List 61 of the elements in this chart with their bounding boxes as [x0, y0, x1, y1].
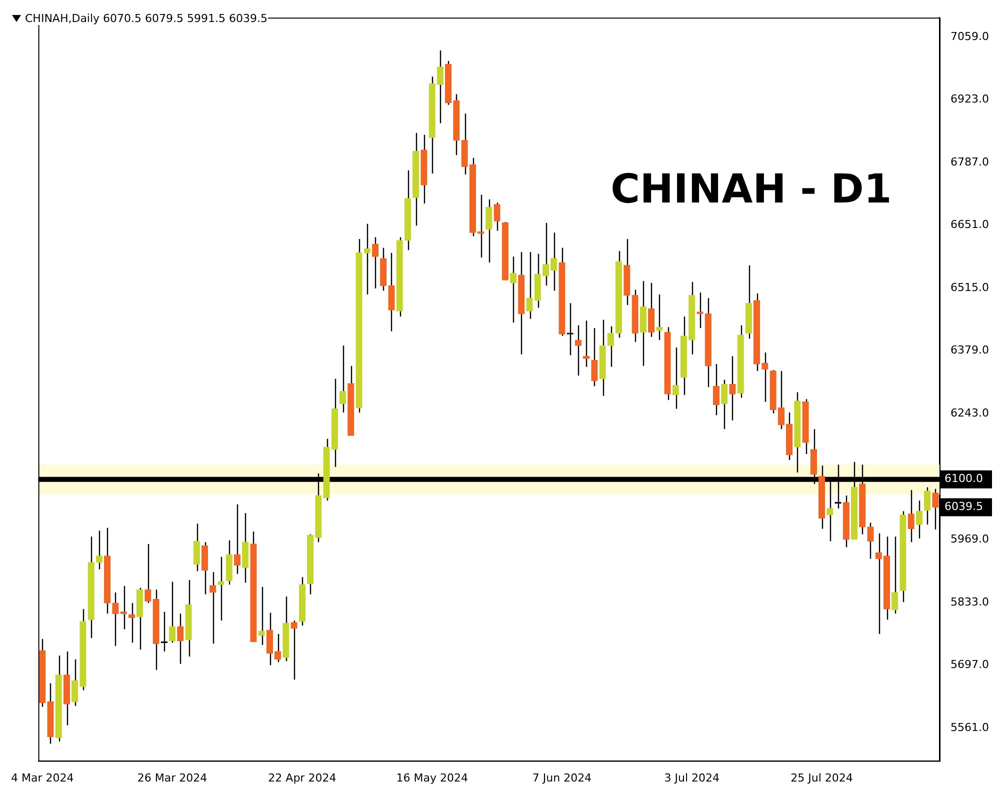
candlestick	[339, 345, 346, 414]
candlestick	[112, 592, 119, 647]
candlestick	[729, 356, 736, 421]
candlestick	[574, 324, 582, 376]
candlestick	[867, 522, 874, 560]
candlestick	[436, 50, 444, 124]
y-tick-label: 5697.0	[950, 658, 990, 672]
y-tick-label: 6243.0	[950, 406, 990, 420]
candlestick	[388, 252, 395, 332]
x-tick-label: 16 May 2024	[396, 771, 468, 784]
x-tick-label: 26 Mar 2024	[137, 771, 208, 784]
candlestick	[168, 581, 176, 644]
candlestick	[672, 346, 679, 410]
y-tick-label: 5969.0	[950, 532, 990, 546]
candlestick	[550, 232, 558, 292]
candlestick	[372, 236, 379, 289]
candlestick	[712, 363, 720, 416]
candlestick	[762, 352, 768, 402]
y-tick-label: 6379.0	[950, 344, 990, 357]
ref-line-label: 6100.0	[944, 472, 984, 486]
candlestick	[875, 532, 882, 635]
candlestick	[566, 302, 574, 356]
x-tick-label: 4 Mar 2024	[10, 771, 74, 784]
x-tick-label: 22 Apr 2024	[268, 771, 336, 784]
candlestick	[210, 572, 216, 644]
candlestick	[892, 536, 898, 614]
candlestick	[128, 602, 136, 644]
y-tick-label: 5833.0	[950, 595, 990, 608]
candlestick	[201, 542, 208, 595]
candlestick	[218, 556, 224, 622]
candlestick	[177, 613, 184, 665]
candlestick	[510, 256, 517, 324]
candlestick	[721, 379, 728, 430]
x-tick-label: 3 Jul 2024	[664, 771, 720, 784]
candlestick	[193, 523, 200, 572]
candlestick	[542, 222, 550, 286]
candlestick	[96, 530, 103, 570]
candlestick	[908, 489, 914, 543]
y-tick-label: 6515.0	[950, 280, 990, 294]
candlestick	[924, 486, 931, 526]
candlestick	[144, 543, 152, 604]
y-tick-label: 7059.0	[950, 30, 990, 43]
y-tick-label: 5561.0	[950, 720, 990, 734]
y-tick-label: 6787.0	[950, 155, 990, 168]
candlestick	[290, 620, 298, 680]
x-tick-label: 7 Jun 2024	[532, 771, 592, 784]
text: 6039.5	[944, 500, 984, 514]
candlestick	[916, 500, 923, 540]
annotation: CHINAH - D1	[610, 166, 892, 213]
candlestick	[583, 320, 590, 368]
candlestick	[648, 282, 655, 338]
y-tick-label: 6651.0	[950, 218, 990, 232]
candlestick	[494, 202, 500, 232]
candlestick	[526, 251, 533, 320]
candlestick	[234, 504, 241, 575]
candlestick	[591, 327, 598, 387]
candlestick	[72, 658, 78, 706]
candlestick	[486, 198, 492, 264]
x-tick-label: 25 Jul 2024	[790, 771, 853, 784]
chart-title: CHINAH,Daily 6070.5 6079.5 5991.5 6039.5	[25, 12, 268, 25]
y-tick-label: 6923.0	[950, 92, 990, 106]
